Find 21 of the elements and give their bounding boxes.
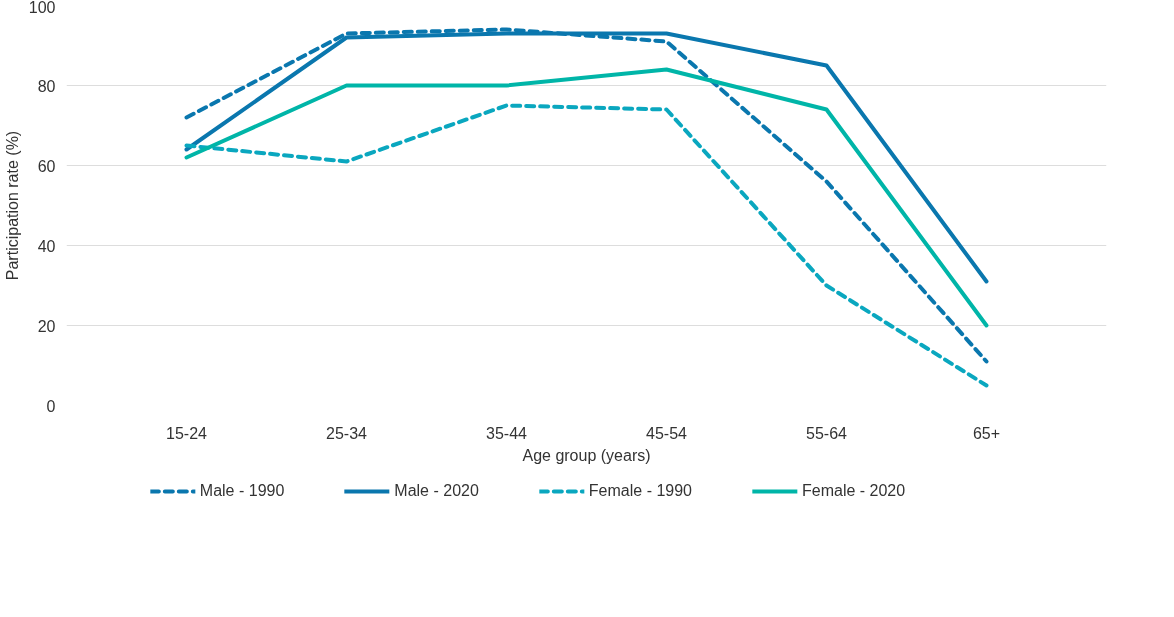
- y-tick-label: 60: [37, 157, 56, 175]
- legend-label: Female - 1990: [588, 482, 692, 500]
- x-tick-label: 35-44: [486, 424, 528, 442]
- y-tick-label: 0: [46, 397, 56, 415]
- legend-label: Female - 2020: [802, 482, 906, 500]
- x-tick-label: 55-64: [806, 424, 848, 442]
- legend-label: Male - 2020: [394, 482, 479, 500]
- x-tick-label: 25-34: [326, 424, 368, 442]
- x-tick-label: 65+: [972, 424, 1001, 442]
- x-tick-label: 45-54: [646, 424, 688, 442]
- y-tick-label: 20: [37, 317, 56, 335]
- y-tick-label: 40: [37, 237, 56, 255]
- line-series: [184, 67, 989, 328]
- y-axis-title: Participation rate (%): [3, 130, 21, 281]
- x-axis-title: Age group (years): [522, 446, 651, 464]
- y-tick-label: 80: [37, 77, 56, 95]
- line-series: [184, 103, 989, 388]
- x-tick-label: 15-24: [166, 424, 208, 442]
- line-series: [184, 27, 989, 364]
- y-tick-label: 100: [28, 0, 56, 16]
- legend-label: Male - 1990: [199, 482, 285, 500]
